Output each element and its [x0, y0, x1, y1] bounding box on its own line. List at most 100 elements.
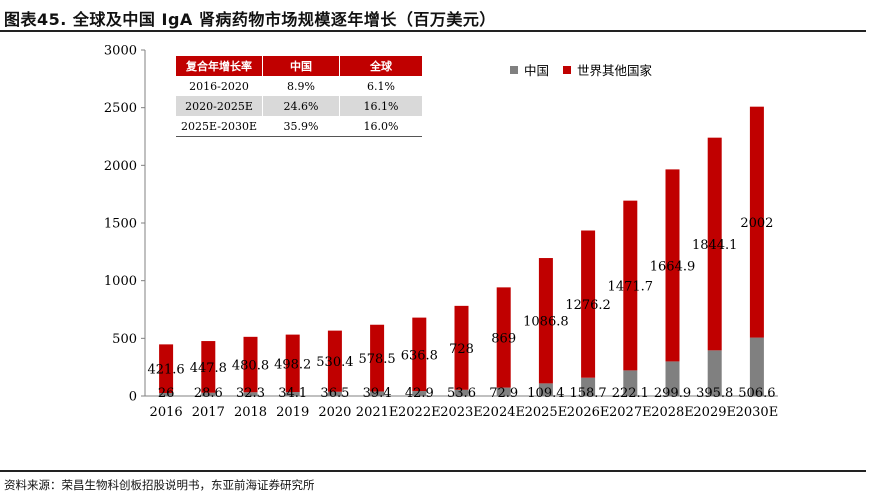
- cagr-cell-global: 16.1%: [339, 96, 422, 116]
- y-tick-label: 1500: [104, 217, 137, 232]
- data-label-china: 395.8: [696, 386, 733, 401]
- bar-rest-of-world: [243, 336, 258, 393]
- cagr-cell-china: 8.9%: [262, 76, 340, 96]
- chart-legend: 中国 世界其他国家: [510, 60, 652, 79]
- bar-china: [581, 377, 596, 396]
- data-label-row: 636.8: [401, 348, 438, 363]
- cagr-cell-global: 6.1%: [367, 79, 395, 93]
- source-note: 资料来源：荣昌生物科创板招股说明书，东亚前海证券研究所: [4, 478, 315, 492]
- cagr-header-row: 复合年增长率 中国 全球: [176, 56, 422, 76]
- cagr-header-period: 复合年增长率: [176, 56, 263, 76]
- bar-rest-of-world: [581, 230, 596, 378]
- x-tick-label: 2017: [192, 405, 225, 420]
- data-label-china: 53.6: [447, 386, 476, 401]
- bar-rest-of-world: [707, 137, 722, 351]
- x-tick-label: 2016: [150, 405, 183, 420]
- x-tick-label: 2027E: [609, 405, 652, 420]
- data-label-china: 32.3: [236, 386, 265, 401]
- data-label-row: 1086.8: [523, 315, 569, 330]
- bar-china: [327, 391, 342, 396]
- x-tick-label: 2024E: [482, 405, 525, 420]
- bar-china: [412, 391, 427, 396]
- data-label-row: 1664.9: [650, 259, 696, 274]
- bar-china: [159, 393, 174, 396]
- data-label-china: 42.9: [405, 386, 434, 401]
- cagr-cell-global: 16.0%: [339, 116, 422, 137]
- y-tick-label: 3000: [104, 44, 137, 59]
- cagr-row: 2016-2020 8.9% 6.1%: [176, 76, 422, 96]
- bar-china: [538, 383, 553, 396]
- legend-label-row: 世界其他国家: [577, 63, 653, 78]
- data-label-china: 158.7: [569, 386, 606, 401]
- data-label-row: 1844.1: [692, 238, 738, 253]
- cagr-cell-china: 35.9%: [262, 116, 340, 137]
- bar-rest-of-world: [285, 334, 300, 393]
- bar-china: [623, 370, 638, 396]
- bar-china: [370, 391, 385, 396]
- cagr-header-china: 中国: [262, 56, 340, 76]
- bar-china: [243, 392, 258, 396]
- data-label-china: 299.9: [654, 386, 691, 401]
- data-label-row: 1276.2: [565, 298, 611, 313]
- bar-china: [496, 387, 511, 396]
- x-tick-label: 2018: [234, 405, 267, 420]
- x-tick-label: 2021E: [356, 405, 399, 420]
- data-label-china: 26: [158, 386, 175, 401]
- bar-china: [454, 389, 469, 396]
- x-tick-label: 2026E: [567, 405, 610, 420]
- cagr-cell-china: 24.6%: [262, 96, 340, 116]
- legend-label-china: 中国: [524, 63, 550, 78]
- bar-china: [201, 392, 216, 396]
- bar-rest-of-world: [665, 169, 680, 362]
- data-label-china: 72.9: [489, 386, 518, 401]
- x-tick-label: 2028E: [651, 405, 694, 420]
- data-label-china: 222.1: [612, 386, 649, 401]
- x-tick-label: 2025E: [525, 405, 568, 420]
- x-tick-label: 2020: [318, 405, 351, 420]
- y-tick-label: 1000: [104, 274, 137, 289]
- cagr-row: 2020-2025E 24.6% 16.1%: [176, 96, 422, 116]
- data-label-row: 578.5: [358, 352, 395, 367]
- cagr-row: 2025E-2030E 35.9% 16.0%: [176, 116, 422, 137]
- x-tick-label: 2029E: [693, 405, 736, 420]
- data-label-china: 109.4: [527, 386, 564, 401]
- y-tick-label: 2500: [104, 101, 137, 116]
- y-tick-label: 500: [112, 332, 137, 347]
- y-tick-label: 2000: [104, 159, 137, 174]
- x-tick-label: 2030E: [736, 405, 779, 420]
- data-label-row: 447.8: [190, 361, 227, 376]
- data-label-china: 36.5: [320, 386, 349, 401]
- bar-china: [285, 392, 300, 396]
- data-label-row: 2002: [740, 216, 773, 231]
- cagr-cell-period: 2016-2020: [176, 76, 263, 96]
- bar-rest-of-world: [412, 317, 427, 392]
- cagr-cell-period: 2020-2025E: [176, 96, 263, 116]
- y-tick-label: 0: [129, 390, 137, 405]
- bar-china: [665, 361, 680, 396]
- bar-rest-of-world: [454, 305, 469, 390]
- data-label-row: 480.8: [232, 359, 269, 374]
- data-label-china: 506.6: [738, 386, 775, 401]
- x-tick-label: 2019: [276, 405, 309, 420]
- top-rule: [0, 30, 866, 32]
- bar-rest-of-world: [496, 287, 511, 388]
- x-tick-label: 2022E: [398, 405, 441, 420]
- bar-rest-of-world: [201, 341, 216, 393]
- legend-swatch-china: [510, 65, 518, 74]
- data-label-row: 421.6: [147, 363, 184, 378]
- x-tick-label: 2023E: [440, 405, 483, 420]
- bar-rest-of-world: [370, 324, 385, 392]
- data-label-row: 498.2: [274, 357, 311, 372]
- bottom-rule: [0, 470, 866, 472]
- cagr-header-global: 全球: [339, 56, 422, 76]
- data-label-row: 1471.7: [608, 280, 654, 295]
- bar-rest-of-world: [623, 200, 638, 371]
- bar-china: [749, 337, 764, 396]
- data-label-row: 869: [491, 331, 516, 346]
- bar-rest-of-world: [538, 258, 553, 384]
- cagr-table: 复合年增长率 中国 全球 2016-2020 8.9% 6.1% 2020-20…: [176, 56, 422, 137]
- bar-rest-of-world: [159, 344, 174, 394]
- data-label-row: 728: [449, 342, 474, 357]
- data-label-row: 530.4: [316, 355, 353, 370]
